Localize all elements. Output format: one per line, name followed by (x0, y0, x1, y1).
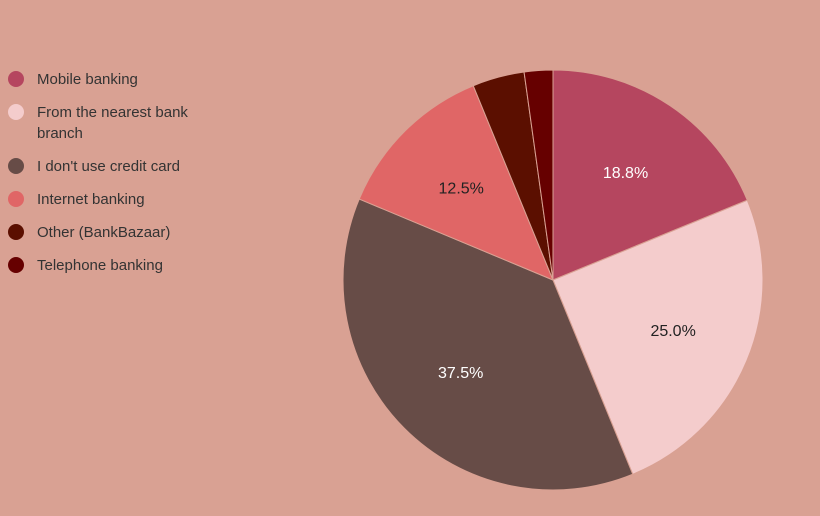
legend-swatch (8, 224, 24, 240)
pie-slice-5[interactable] (523, 69, 554, 281)
legend-label: Mobile banking (37, 71, 138, 88)
pie-slice-0[interactable] (552, 69, 748, 281)
slice-value-label: 25.0% (650, 323, 695, 340)
chart-legend: Mobile banking From the nearest bank bra… (8, 69, 238, 288)
legend-swatch (8, 71, 24, 87)
slice-value-label: 12.5% (439, 181, 484, 198)
legend-item-internet-banking[interactable]: Internet banking (8, 189, 238, 210)
pie-slice-2[interactable] (342, 198, 634, 491)
pie-slice-1[interactable] (552, 199, 764, 475)
legend-swatch (8, 104, 24, 120)
legend-swatch (8, 158, 24, 174)
legend-item-nearest-branch[interactable]: From the nearest bank branch (8, 102, 238, 144)
legend-label: From the nearest bank branch (37, 104, 188, 142)
legend-swatch (8, 257, 24, 273)
slice-value-label: 37.5% (438, 365, 483, 382)
legend-swatch (8, 191, 24, 207)
legend-item-no-credit-card[interactable]: I don't use credit card (8, 156, 238, 177)
legend-label: Telephone banking (37, 257, 163, 274)
legend-item-other[interactable]: Other (BankBazaar) (8, 222, 238, 243)
legend-item-telephone-banking[interactable]: Telephone banking (8, 255, 238, 276)
legend-label: Internet banking (37, 191, 145, 208)
slice-value-label: 18.8% (603, 165, 648, 182)
pie-slice-3[interactable] (358, 85, 554, 281)
legend-label: Other (BankBazaar) (37, 224, 171, 241)
legend-label: I don't use credit card (37, 158, 180, 175)
legend-item-mobile-banking[interactable]: Mobile banking (8, 69, 238, 90)
